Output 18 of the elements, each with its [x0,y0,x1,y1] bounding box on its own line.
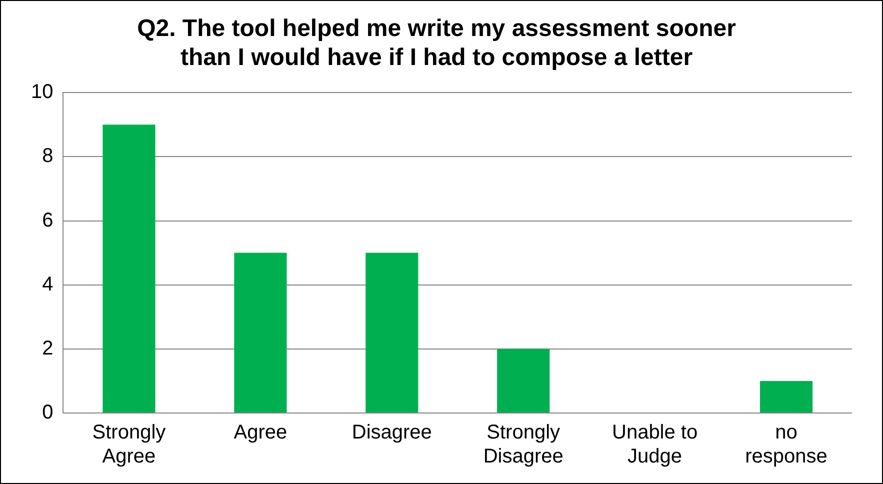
x-tick-label: Strongly Disagree [483,422,564,468]
y-tick-label: 2 [42,337,54,360]
y-tick-label: 8 [42,145,54,168]
chart-title: Q2. The tool helped me write my assessment sooner than I would have if I had to compose a letter [137,15,736,71]
y-tick-label: 0 [42,402,54,424]
bar [366,252,418,412]
y-tick-label: 6 [42,209,54,232]
x-tick-label: Disagree [352,422,432,444]
x-tick-label: no response [745,422,828,468]
x-tick-label: Agree [234,422,288,444]
bar [497,348,550,412]
bar [234,252,287,412]
x-tick-label: Strongly Agree [92,422,166,468]
y-tick-label: 10 [30,81,54,104]
bar [760,380,813,412]
bar [102,124,156,412]
y-tick-label: 4 [42,273,54,296]
x-tick-label: Unable to Judge [612,422,698,468]
